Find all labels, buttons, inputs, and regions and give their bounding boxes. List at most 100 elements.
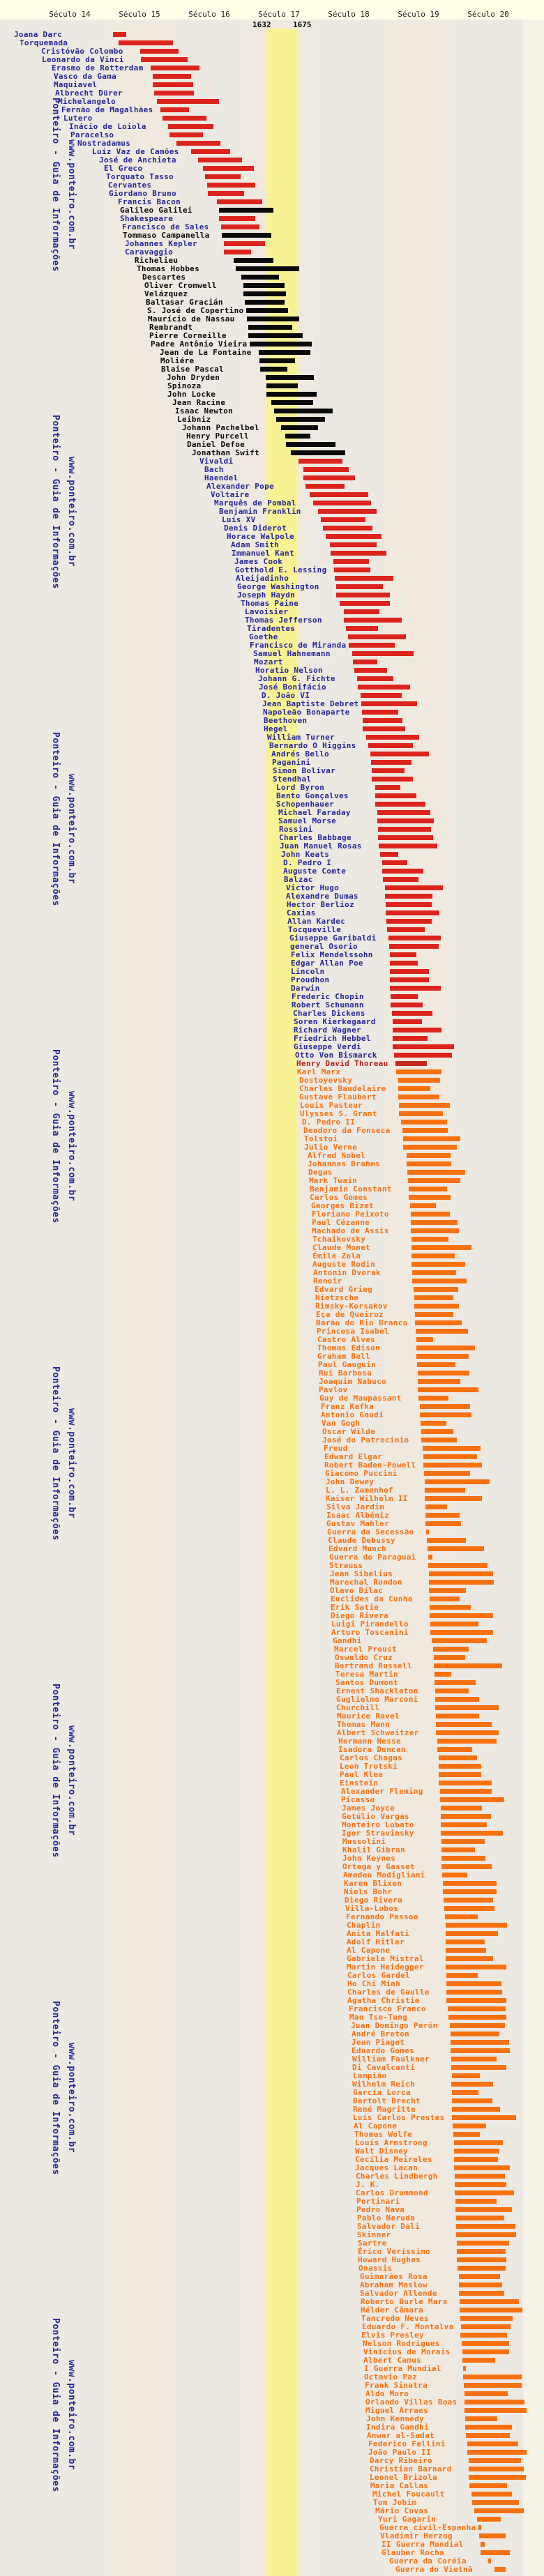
person-label: S. José de Copertino (147, 306, 244, 315)
lifespan-bar (361, 693, 402, 698)
person-label: Leonardo da Vinci (42, 55, 124, 64)
lifespan-bar (245, 300, 285, 305)
person-label: Charles Babbage (279, 833, 352, 842)
lifespan-bar (416, 1337, 433, 1342)
lifespan-bar (436, 1722, 492, 1727)
lifespan-bar (446, 1956, 493, 1961)
person-label: Elvis Presley (361, 2331, 424, 2340)
band-start-year-label: 1632 (252, 20, 271, 29)
person-label: Salvador Dali (357, 2222, 420, 2231)
lifespan-bar (441, 1814, 491, 1819)
person-label: Glauber Rocha (381, 2548, 444, 2557)
person-label: Albert Schweitzer (337, 1728, 419, 1737)
lifespan-bar (446, 1965, 506, 1969)
lifespan-bar (380, 852, 398, 857)
person-label: Bertolt Brecht (353, 2096, 421, 2105)
lifespan-bar (429, 1580, 494, 1585)
person-label: John Keynes (342, 1854, 396, 1863)
person-label: Hermann Hesse (338, 1737, 401, 1746)
person-label: Edward Elgar (324, 1452, 383, 1461)
lifespan-bar (455, 2199, 497, 2204)
lifespan-bar (401, 1120, 447, 1125)
lifespan-bar (454, 2140, 503, 2145)
lifespan-bar (460, 2316, 513, 2321)
lifespan-bar (430, 1613, 493, 1618)
person-label: Lincoln (291, 967, 325, 976)
person-label: Torquemada (20, 38, 68, 47)
person-label: Al Capone (347, 1946, 391, 1955)
person-label: Nostradamus (77, 139, 131, 148)
person-label: Joana Darc (14, 30, 63, 39)
person-label: Hegel (264, 724, 288, 733)
person-label: Ho Chi Minh (347, 1979, 401, 1988)
person-label: Antonin Dvorak (313, 1268, 381, 1277)
person-label: Thomas Wolfe (354, 2130, 413, 2139)
person-label: Descartes (142, 273, 186, 282)
war-label: II Guerra Mundial (381, 2540, 464, 2549)
person-label: Princesa Isabel (317, 1327, 389, 1336)
war-lifespan-bar (428, 1555, 432, 1560)
lifespan-bar (392, 1011, 432, 1016)
person-label: Charles Lindbergh (356, 2172, 438, 2181)
lifespan-bar (323, 526, 372, 531)
person-label: Paul Gauguin (318, 1360, 377, 1369)
lifespan-bar (414, 1287, 458, 1292)
watermark-ponteiro: Ponteiro - Guia de Informações (50, 2318, 61, 2492)
lifespan-bar (303, 467, 349, 472)
lifespan-bar (445, 1914, 478, 1919)
person-label: Inácio de Loiola (69, 122, 146, 131)
person-label: Bento Gonçalves (276, 791, 349, 800)
person-label: Charles Dickens (293, 1009, 365, 1018)
lifespan-bar (451, 2040, 509, 2045)
lifespan-bar (344, 609, 379, 614)
person-label: Denis Diderot (224, 524, 287, 533)
person-label: Dostoyevsky (299, 1076, 353, 1085)
lifespan-bar (471, 2492, 512, 2497)
person-label: Adam Smith (231, 540, 280, 549)
person-label: Gandhi (333, 1636, 362, 1645)
person-label: Caravaggio (125, 247, 174, 257)
person-label: Churchill (336, 1703, 380, 1712)
person-label: Santos Dumont (335, 1678, 398, 1687)
person-label: Marcel Proust (334, 1645, 397, 1654)
person-label: Goethe (249, 632, 278, 641)
person-label: Samuel Morse (278, 816, 337, 825)
lifespan-bar (425, 1513, 460, 1518)
person-label: Paul Klee (340, 1770, 384, 1779)
lifespan-bar (303, 475, 355, 480)
person-label: Henry Purcell (186, 432, 249, 441)
person-label: Claude Monet (312, 1243, 371, 1252)
lifespan-bar (415, 1320, 462, 1325)
lifespan-bar (399, 1103, 450, 1108)
person-label: Miguel Arraes (365, 2406, 428, 2415)
lifespan-bar (443, 1889, 497, 1894)
person-label: Alexander Pope (206, 482, 274, 491)
century-label: Século 16 (188, 10, 230, 19)
person-label: Agatha Christie (347, 1996, 420, 2005)
lifespan-bar (250, 342, 312, 346)
person-label: Gabriela Mistral (347, 1954, 424, 1963)
lifespan-bar (349, 643, 395, 648)
person-label: Getúlio Vargas (342, 1812, 409, 1821)
person-label: Francisco de Sales (122, 222, 209, 231)
person-label: Igor Stravinsky (342, 1829, 414, 1838)
lifespan-bar (415, 1312, 453, 1317)
watermark-ponteiro: Ponteiro - Guia de Informações (50, 98, 61, 272)
lifespan-bar (467, 2441, 518, 2446)
war-lifespan-bar (426, 1530, 429, 1534)
person-label: Euclides da Cunha (331, 1594, 413, 1603)
lifespan-bar (446, 1981, 501, 1986)
lifespan-bar (416, 1346, 475, 1350)
lifespan-bar (371, 760, 411, 765)
person-label: Benjamin Franklin (219, 507, 301, 516)
person-label: Thomas Edison (317, 1343, 380, 1352)
century-label: Século 17 (258, 10, 300, 19)
lifespan-bar (474, 2508, 524, 2513)
lifespan-bar (455, 2174, 505, 2179)
watermark-url: www.ponteiro.com.br (66, 774, 77, 885)
person-label: Aldo Moro (365, 2389, 409, 2398)
lifespan-bar (366, 735, 419, 740)
lifespan-bar (346, 626, 378, 631)
lifespan-bar (198, 158, 242, 162)
lifespan-bar (259, 358, 295, 363)
